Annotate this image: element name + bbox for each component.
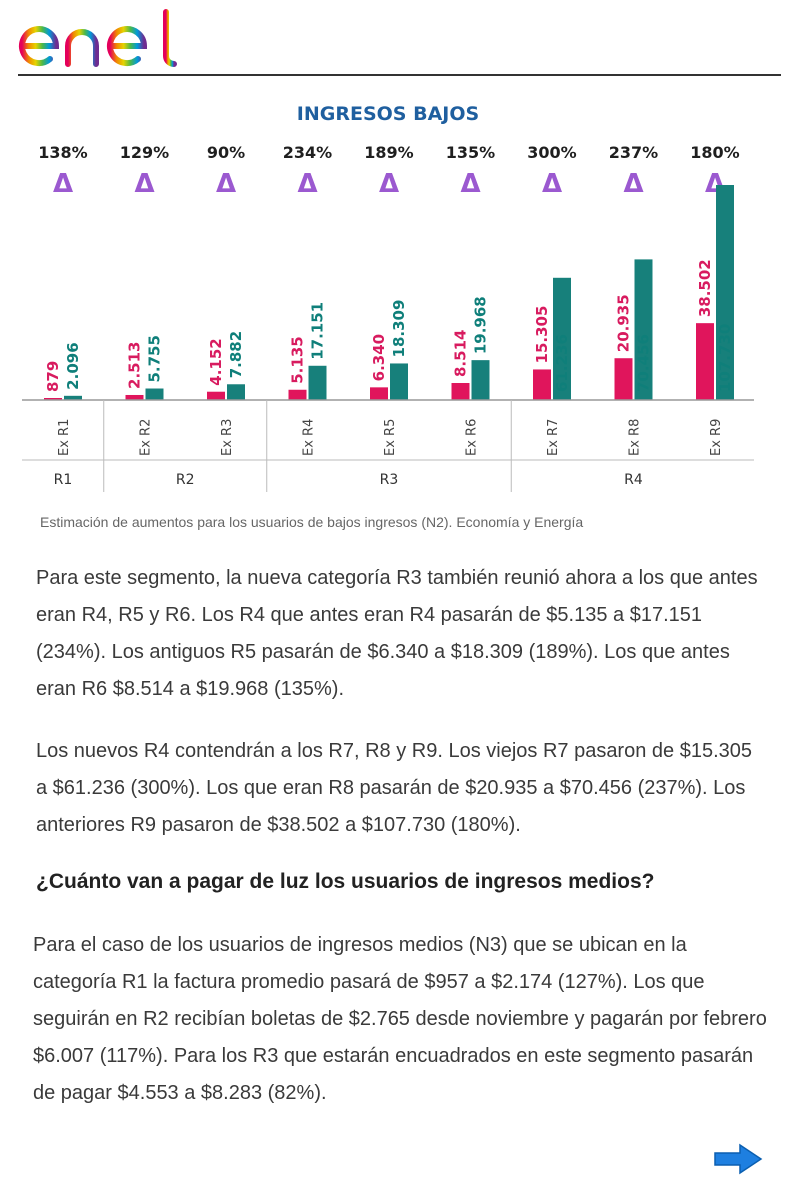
bar-after (390, 363, 408, 400)
delta-icon: Δ (297, 169, 317, 199)
delta-icon: Δ (53, 169, 73, 199)
group-label: R2 (176, 472, 195, 488)
value-label-after: 70.456 (635, 334, 653, 392)
percent-label: 90% (207, 143, 245, 162)
bar-before (370, 387, 388, 400)
bar-before (614, 358, 633, 400)
bar-after (553, 277, 571, 400)
value-label-after: 7.882 (227, 331, 245, 378)
x-tick-label: Ex R8 (628, 419, 643, 456)
value-label-after: 5.755 (146, 335, 164, 382)
value-label-before: 20.935 (615, 294, 633, 352)
article-paragraph-2: Los nuevos R4 contendrán a los R7, R8 y … (36, 740, 752, 836)
value-label-before: 2.513 (126, 342, 144, 389)
delta-icon: Δ (216, 169, 236, 199)
x-tick-label: Ex R1 (57, 419, 72, 456)
x-tick-label: Ex R4 (302, 419, 317, 456)
header-divider (18, 74, 781, 76)
percent-label: 234% (283, 143, 332, 162)
bar-before (288, 389, 307, 400)
value-label-after: 18.309 (390, 300, 408, 358)
bar-after (145, 388, 164, 400)
chart-caption: Estimación de aumentos para los usuarios… (40, 514, 584, 530)
value-label-after: 107.730 (716, 324, 734, 392)
value-label-before: 879 (44, 361, 62, 392)
x-tick-label: Ex R6 (465, 419, 480, 456)
chart-title: INGRESOS BAJOS (297, 103, 479, 125)
group-label: R3 (380, 472, 399, 488)
article-paragraph-1: Para este segmento, la nueva categoría R… (36, 567, 758, 700)
bar-before (696, 323, 714, 400)
enel-logo[interactable]: enel (16, 6, 186, 70)
section-heading: ¿Cuánto van a pagar de luz los usuarios … (36, 870, 655, 893)
group-label: R1 (54, 472, 73, 488)
delta-icon: Δ (460, 169, 480, 199)
bar-after (471, 360, 490, 400)
percent-label: 300% (527, 143, 576, 162)
delta-icon: Δ (134, 169, 154, 199)
percent-label: 180% (690, 143, 739, 162)
x-tick-label: Ex R2 (139, 419, 154, 456)
bar-chart: INGRESOS BAJOS 138% 129% 90% 234% 189% 135% 30… (22, 103, 754, 492)
x-tick-label: Ex R5 (383, 419, 398, 456)
value-label-before: 4.152 (207, 338, 225, 385)
x-tick-label: Ex R7 (546, 419, 561, 456)
value-label-before: 5.135 (289, 336, 307, 383)
percent-label: 135% (446, 143, 495, 162)
bar-before (533, 369, 551, 400)
percent-label: 129% (120, 143, 169, 162)
bar-before (451, 383, 470, 400)
bar-after (308, 365, 327, 400)
delta-icon: Δ (623, 169, 643, 199)
value-label-after: 2.096 (64, 342, 82, 389)
percent-label: 138% (38, 143, 87, 162)
group-label: R4 (624, 472, 643, 488)
percent-label: 237% (609, 143, 658, 162)
delta-icon: Δ (542, 169, 562, 199)
bar-before (125, 394, 144, 400)
enel-logo-mark (19, 9, 177, 67)
value-label-before: 8.514 (452, 330, 470, 377)
value-label-before: 6.340 (370, 334, 388, 381)
value-label-after: 61.236 (553, 334, 571, 392)
x-tick-label: Ex R3 (220, 419, 235, 456)
value-label-after: 19.968 (472, 296, 490, 354)
next-button[interactable] (712, 1142, 764, 1176)
bar-after (716, 185, 734, 400)
value-label-after: 17.151 (309, 302, 327, 360)
delta-icon: Δ (379, 169, 399, 199)
percent-label: 189% (364, 143, 413, 162)
value-label-before: 38.502 (696, 259, 714, 317)
bar-after (227, 384, 245, 400)
value-label-before: 15.305 (533, 306, 551, 364)
bar-after (64, 395, 82, 400)
x-tick-label: Ex R9 (709, 419, 724, 456)
article-paragraph-3: Para el caso de los usuarios de ingresos… (33, 934, 767, 1104)
arrow-right-icon (714, 1143, 763, 1175)
bar-before (44, 398, 62, 400)
bar-before (207, 391, 225, 400)
bar-after (634, 259, 653, 400)
